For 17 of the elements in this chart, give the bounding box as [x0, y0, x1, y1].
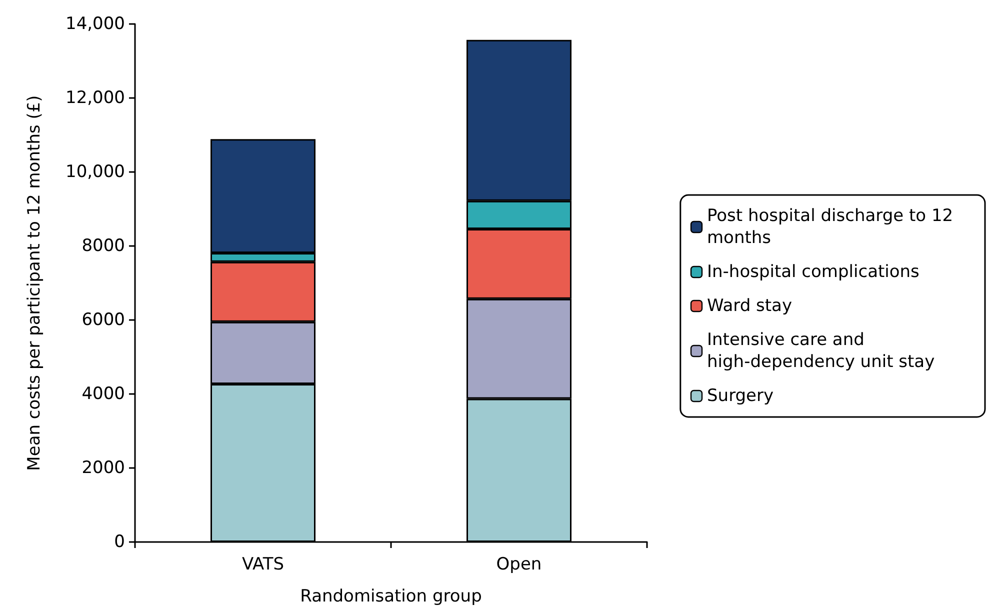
y-tick-label: 4000: [82, 384, 125, 404]
y-tick-label: 8000: [82, 236, 125, 256]
x-axis-title: Randomisation group: [300, 586, 482, 606]
x-tick-label: VATS: [242, 554, 284, 574]
legend-label: Surgery: [707, 386, 774, 406]
legend-label: Intensive care and high-dependency unit stay: [707, 330, 935, 372]
y-tick-label: 14,000: [66, 14, 125, 34]
y-tick-label: 0: [114, 532, 125, 552]
y-axis-title: Mean costs per participant to 12 months (£): [24, 95, 44, 471]
x-tick-label: Open: [496, 554, 542, 574]
legend-label: Ward stay: [707, 296, 792, 316]
y-tick-label: 12,000: [66, 88, 125, 108]
y-tick-label: 6000: [82, 310, 125, 330]
y-tick-label: 2000: [82, 458, 125, 478]
legend-label: Post hospital discharge to 12 months: [707, 206, 958, 248]
y-tick-label: 10,000: [66, 162, 125, 182]
legend-label: In-hospital complications: [707, 262, 920, 282]
